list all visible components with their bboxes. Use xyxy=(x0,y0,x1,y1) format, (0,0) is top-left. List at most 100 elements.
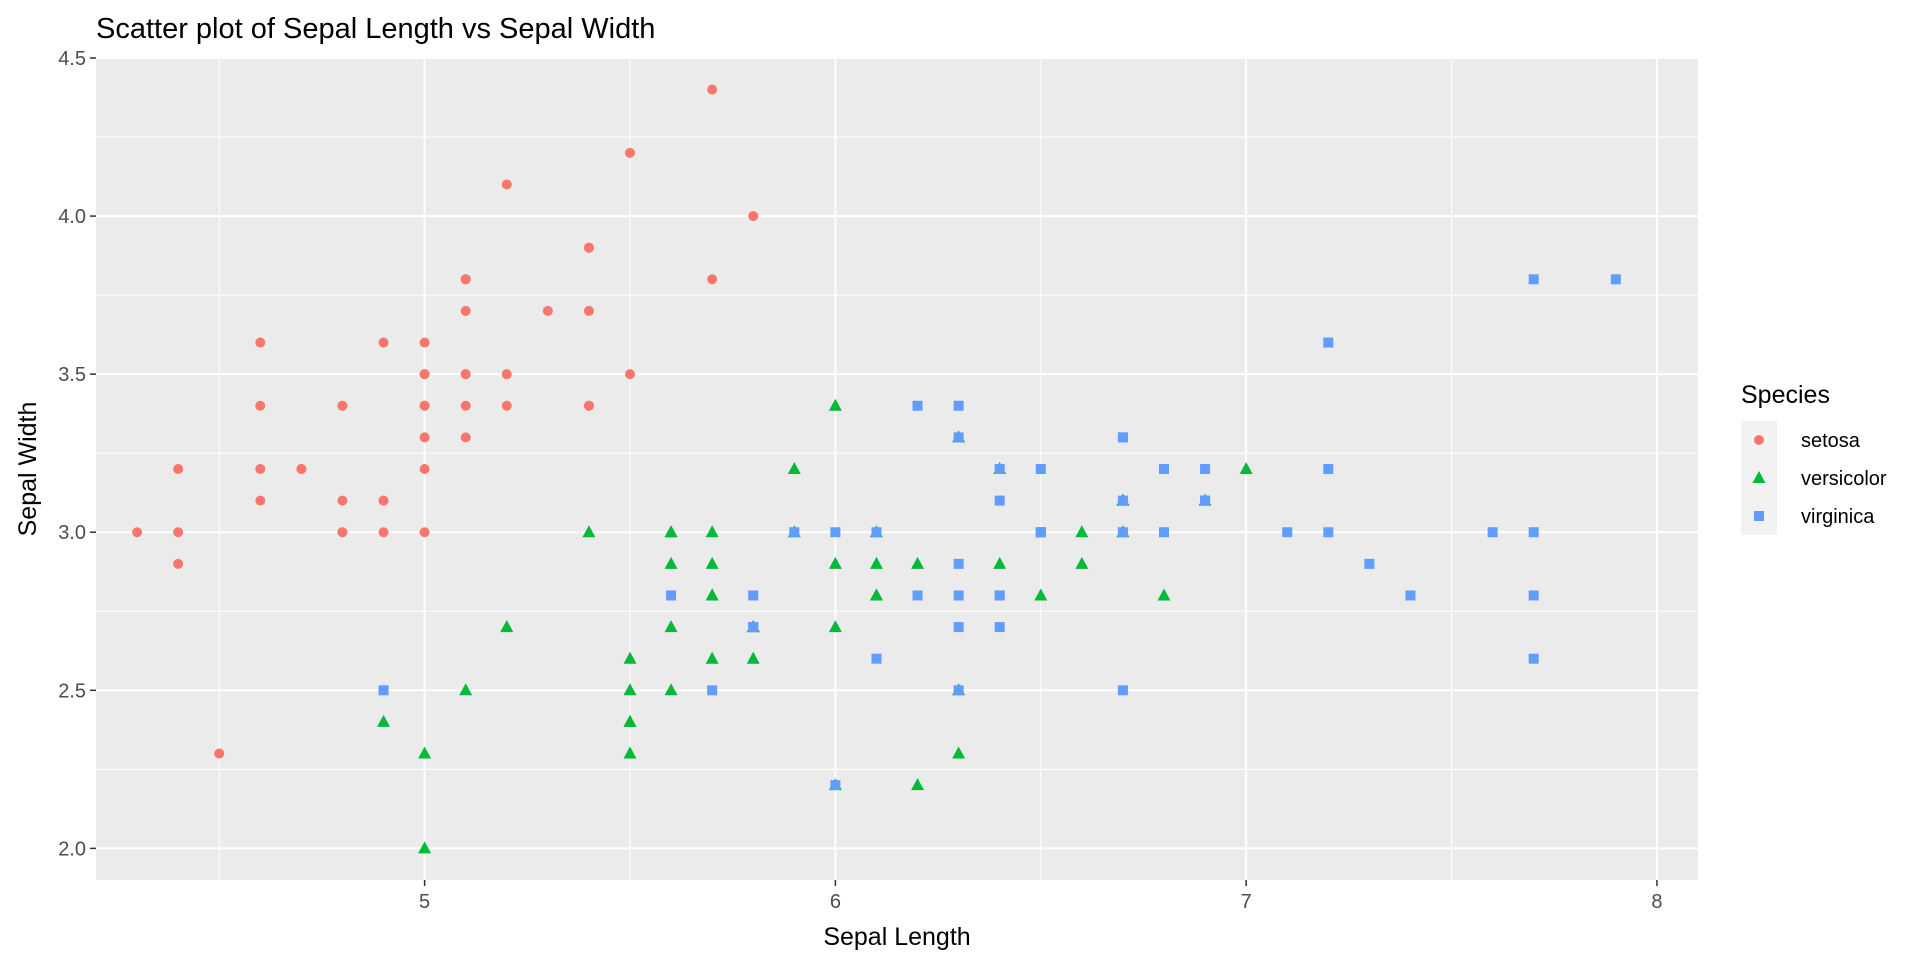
x-tick-label: 6 xyxy=(830,891,841,913)
versicolor-point xyxy=(418,746,432,759)
versicolor-point xyxy=(746,651,760,664)
versicolor-point xyxy=(582,525,596,538)
setosa-point xyxy=(707,84,718,95)
versicolor-point xyxy=(623,714,637,727)
virginica-point xyxy=(1323,337,1334,348)
setosa-point xyxy=(255,400,266,411)
setosa-point xyxy=(625,369,635,380)
versicolor-point xyxy=(952,746,966,759)
setosa-point xyxy=(501,400,512,411)
versicolor-point xyxy=(664,556,678,569)
versicolor-point xyxy=(705,651,719,664)
virginica-point xyxy=(707,685,718,696)
versicolor-point xyxy=(828,556,842,569)
virginica-point xyxy=(912,590,923,601)
legend-title: Species xyxy=(1741,381,1830,409)
virginica-point xyxy=(1117,527,1128,538)
legend-key-versicolor xyxy=(1752,471,1766,483)
versicolor-point xyxy=(1157,588,1171,601)
virginica-point xyxy=(1159,527,1169,538)
plot-panel xyxy=(96,58,1698,880)
virginica-point xyxy=(994,622,1005,633)
x-axis-ticks: 5 6 7 8 xyxy=(419,880,1662,913)
major-gridlines xyxy=(96,57,1698,880)
versicolor-point xyxy=(787,462,801,474)
virginica-point xyxy=(953,622,964,633)
setosa-point xyxy=(460,432,471,443)
legend-label-virginica: virginica xyxy=(1801,506,1875,528)
virginica-point xyxy=(1117,495,1128,506)
virginica-point xyxy=(748,590,759,601)
setosa-point xyxy=(460,274,471,285)
virginica-point xyxy=(1610,274,1621,285)
versicolor-point xyxy=(623,683,637,696)
setosa-point xyxy=(337,495,348,506)
virginica-point xyxy=(1282,527,1293,538)
versicolor-point xyxy=(459,683,473,696)
setosa-point xyxy=(419,337,430,348)
setosa-point xyxy=(419,527,430,538)
legend-label-versicolor: versicolor xyxy=(1801,468,1887,490)
versicolor-point xyxy=(705,588,719,601)
virginica-point xyxy=(1200,464,1211,474)
versicolor-point xyxy=(664,683,678,696)
versicolor-point xyxy=(664,620,678,633)
versicolor-point xyxy=(1034,588,1048,601)
setosa-point xyxy=(378,527,389,538)
versicolor-point xyxy=(828,620,842,633)
versicolor-point xyxy=(418,841,432,854)
versicolor-point xyxy=(664,525,678,538)
virginica-point xyxy=(1528,653,1539,664)
virginica-point xyxy=(953,590,964,601)
virginica-point xyxy=(789,527,800,538)
virginica-point xyxy=(1323,464,1334,474)
virginica-point xyxy=(1528,527,1539,538)
setosa-point xyxy=(214,748,225,759)
setosa-point xyxy=(583,305,594,316)
versicolor-point xyxy=(623,746,637,759)
versicolor-point xyxy=(1075,556,1089,569)
legend: Species setosa versicolor virginica xyxy=(1741,381,1887,535)
setosa-point xyxy=(460,400,471,411)
virginica-point xyxy=(830,527,841,538)
setosa-point xyxy=(419,432,430,443)
virginica-point xyxy=(1323,527,1334,538)
virginica-point xyxy=(1487,527,1498,538)
setosa-point xyxy=(419,464,430,474)
virginica-point xyxy=(953,558,964,569)
virginica-point xyxy=(1528,274,1539,285)
legend-key-setosa xyxy=(1754,435,1764,445)
versicolor-point xyxy=(1239,462,1253,474)
versicolor-point xyxy=(623,651,637,664)
minor-gridlines xyxy=(96,58,1698,880)
setosa-point xyxy=(255,464,266,474)
setosa-point xyxy=(625,147,635,158)
setosa-point xyxy=(337,527,348,538)
x-tick-label: 7 xyxy=(1241,891,1252,913)
versicolor-point xyxy=(500,620,514,633)
y-axis-title: Sepal Width xyxy=(14,402,42,537)
setosa-point xyxy=(419,369,430,380)
virginica-point xyxy=(378,685,389,696)
virginica-point xyxy=(1405,590,1416,601)
y-tick-label: 4.0 xyxy=(58,206,86,228)
setosa-point xyxy=(378,495,389,506)
versicolor-point xyxy=(828,398,842,411)
x-tick-label: 5 xyxy=(419,891,430,913)
virginica-point xyxy=(953,685,964,696)
y-tick-label: 2.0 xyxy=(58,838,86,860)
setosa-point xyxy=(501,179,512,190)
setosa-point xyxy=(378,337,389,348)
setosa-point xyxy=(542,305,553,316)
x-axis-title: Sepal Length xyxy=(823,923,970,951)
setosa-point xyxy=(501,369,512,380)
virginica-point xyxy=(748,622,759,633)
virginica-point xyxy=(1035,464,1046,474)
setosa-point xyxy=(460,369,471,380)
setosa-point xyxy=(583,242,594,253)
setosa-point xyxy=(419,400,430,411)
versicolor-point xyxy=(705,525,719,538)
virginica-point xyxy=(1364,558,1375,569)
setosa-point xyxy=(337,400,348,411)
